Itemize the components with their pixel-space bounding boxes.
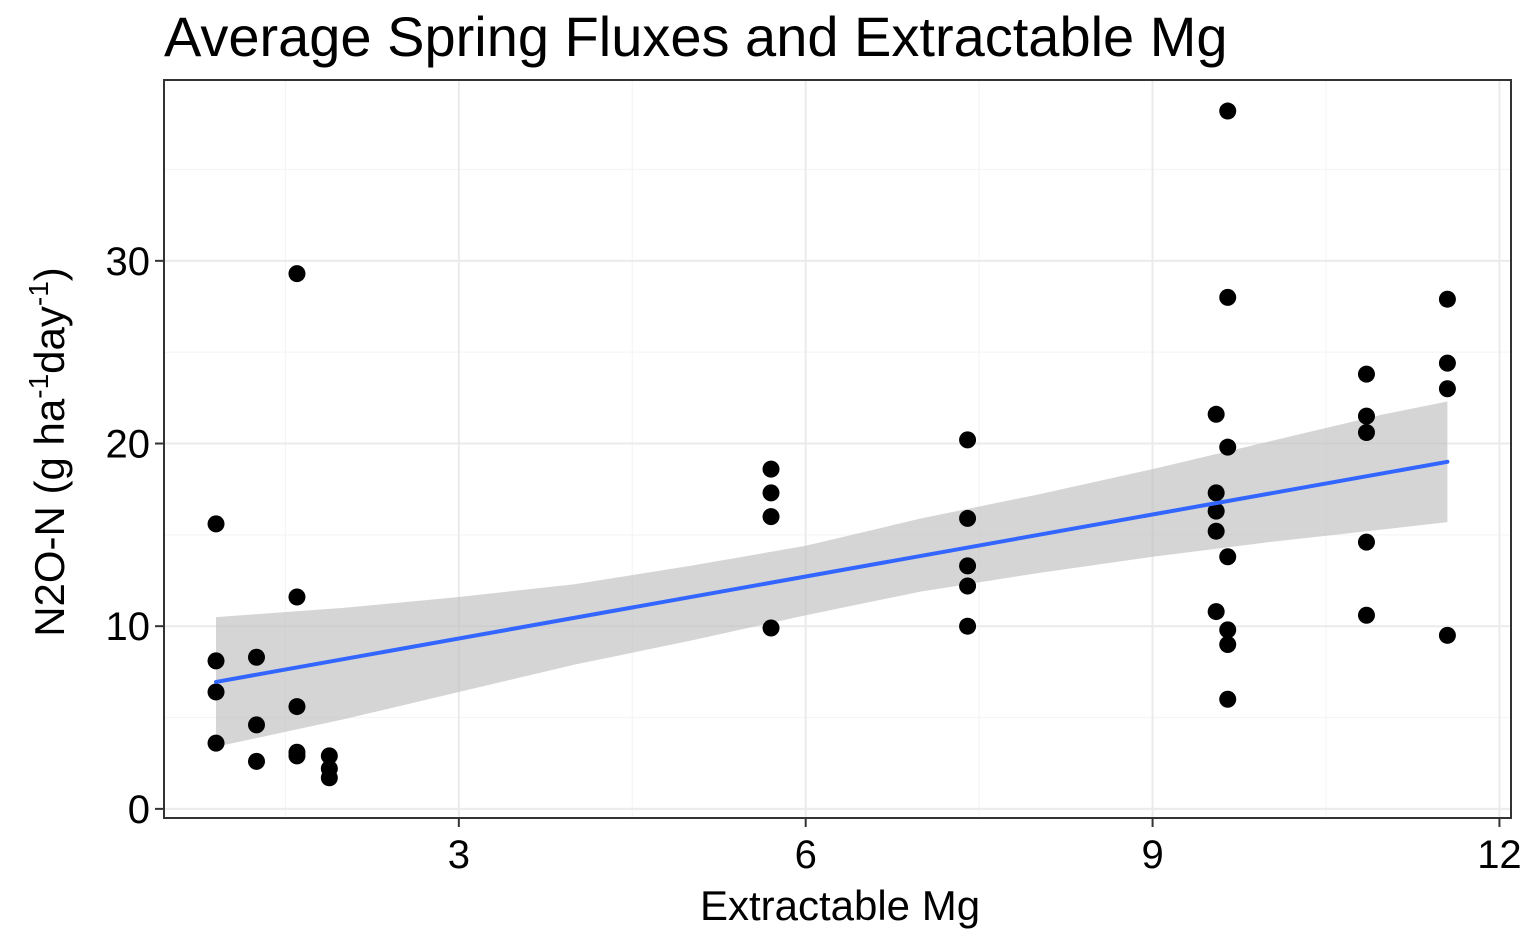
points-layer [207, 102, 1456, 787]
data-point [207, 652, 225, 670]
y-tick-label: 30 [106, 240, 151, 284]
data-point [207, 683, 225, 701]
data-point [1219, 548, 1237, 566]
data-point [1219, 621, 1237, 639]
data-point [1357, 407, 1375, 425]
trend-layer [214, 459, 1450, 684]
y-axis-ticks: 0 10 20 30 [106, 240, 164, 832]
y-axis-title: N2O-N (g ha-1day-1) [23, 267, 73, 637]
x-axis-ticks: 3 6 9 12 [448, 818, 1522, 877]
x-axis-title: Extractable Mg [700, 882, 980, 929]
data-point [1219, 690, 1237, 708]
confidence-ribbon [216, 401, 1448, 747]
data-point [1357, 365, 1375, 383]
data-point [959, 431, 977, 449]
data-point [207, 515, 225, 533]
y-tick-label: 20 [106, 423, 151, 467]
data-point [1207, 603, 1225, 621]
ribbon-layer [216, 401, 1448, 747]
data-point [762, 484, 780, 502]
y-tick-label: 0 [128, 788, 150, 832]
data-point [288, 265, 306, 283]
y-axis-title-unit: day [26, 306, 73, 374]
data-point [288, 698, 306, 716]
data-point [320, 747, 338, 765]
data-point [959, 617, 977, 635]
x-tick-label: 12 [1477, 833, 1522, 877]
data-point [959, 509, 977, 527]
y-axis-title-main: N2O-N (g ha [26, 398, 73, 637]
data-point [762, 460, 780, 478]
data-point [1219, 288, 1237, 306]
chart-title: Average Spring Fluxes and Extractable Mg [164, 5, 1228, 68]
data-point [247, 648, 265, 666]
data-point [247, 752, 265, 770]
data-point [1219, 438, 1237, 456]
x-tick-label: 3 [448, 833, 470, 877]
y-axis-title-sup1: -1 [23, 374, 54, 399]
data-point [1438, 626, 1456, 644]
data-point [1357, 533, 1375, 551]
data-point [1207, 484, 1225, 502]
data-point [959, 557, 977, 575]
y-axis-title-close: ) [26, 267, 73, 281]
data-point [207, 734, 225, 752]
data-point [247, 716, 265, 734]
data-point [1357, 424, 1375, 442]
y-tick-label: 10 [106, 605, 151, 649]
trend-line [214, 459, 1450, 684]
data-point [762, 508, 780, 526]
data-point [320, 769, 338, 787]
panel-border [163, 79, 1512, 819]
data-point [1207, 405, 1225, 423]
x-tick-label: 6 [795, 833, 817, 877]
data-point [1219, 102, 1237, 120]
data-point [1438, 380, 1456, 398]
data-point [762, 619, 780, 637]
data-point [288, 588, 306, 606]
data-point [959, 577, 977, 595]
data-point [1438, 354, 1456, 372]
data-point [1357, 606, 1375, 624]
y-axis-title-sup2: -1 [23, 281, 54, 306]
data-point [1438, 290, 1456, 308]
data-point [288, 747, 306, 765]
x-tick-label: 9 [1141, 833, 1163, 877]
data-point [1207, 522, 1225, 540]
data-point [1219, 635, 1237, 653]
data-point [1207, 502, 1225, 520]
